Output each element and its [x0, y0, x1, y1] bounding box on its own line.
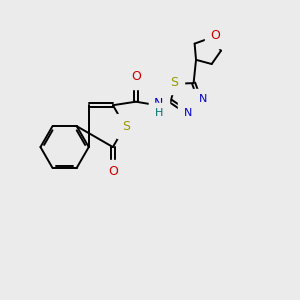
Text: O: O	[210, 29, 220, 43]
Text: O: O	[131, 70, 141, 83]
Text: H: H	[154, 109, 163, 118]
Text: N: N	[154, 97, 164, 110]
Text: S: S	[170, 76, 178, 89]
Text: N: N	[184, 108, 192, 118]
Text: S: S	[122, 120, 130, 133]
Text: N: N	[199, 94, 207, 104]
Text: O: O	[108, 165, 118, 178]
